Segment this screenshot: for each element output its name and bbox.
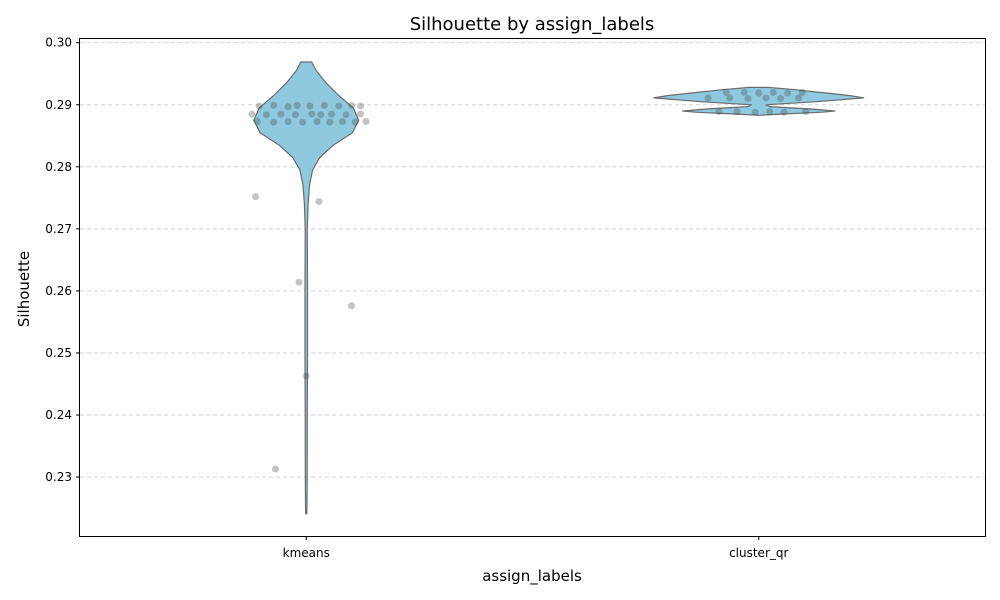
x-axis: kmeans cluster_qr <box>283 536 788 560</box>
y-tick-label: 0.29 <box>45 98 72 112</box>
point-kmeans <box>252 193 260 201</box>
y-tick-label: 0.27 <box>45 222 72 236</box>
violins <box>253 61 865 515</box>
y-axis: 0.23 0.24 0.25 0.26 0.27 0.28 0.29 0.30 <box>45 36 80 484</box>
y-axis-label: Silhouette <box>15 251 33 327</box>
point-kmeans <box>248 110 256 118</box>
point-kmeans <box>317 111 325 119</box>
point-kmeans <box>342 111 350 119</box>
x-tick-label: cluster_qr <box>729 546 788 560</box>
point-kmeans <box>313 118 321 126</box>
point-kmeans <box>270 101 278 109</box>
point-cluster_qr <box>780 108 788 116</box>
point-kmeans <box>351 118 359 126</box>
point-kmeans <box>326 118 334 126</box>
point-kmeans <box>262 111 270 119</box>
point-cluster_qr <box>722 88 730 96</box>
point-kmeans <box>357 110 365 118</box>
x-tick-label: kmeans <box>283 546 330 560</box>
point-cluster_qr <box>726 94 734 102</box>
y-tick-label: 0.23 <box>45 470 72 484</box>
point-cluster_qr <box>776 95 784 103</box>
y-tick-label: 0.26 <box>45 284 72 298</box>
y-tick-label: 0.28 <box>45 160 72 174</box>
point-kmeans <box>270 118 278 126</box>
point-cluster_qr <box>751 108 759 116</box>
point-kmeans <box>338 118 346 126</box>
violin-cluster_qr <box>653 86 865 116</box>
strip-points <box>248 88 810 473</box>
point-cluster_qr <box>704 94 712 102</box>
violin-kmeans <box>253 61 360 515</box>
point-kmeans <box>362 118 370 126</box>
point-kmeans <box>335 102 343 110</box>
point-cluster_qr <box>744 95 752 103</box>
chart-title: Silhouette by assign_labels <box>410 14 655 35</box>
point-cluster_qr <box>755 89 763 97</box>
point-cluster_qr <box>740 88 748 96</box>
point-kmeans <box>357 102 365 110</box>
point-cluster_qr <box>769 88 777 96</box>
y-tick-label: 0.30 <box>45 36 72 50</box>
point-kmeans <box>271 465 279 473</box>
point-kmeans <box>284 103 292 111</box>
point-cluster_qr <box>766 108 774 116</box>
point-kmeans <box>293 101 301 109</box>
point-cluster_qr <box>795 94 803 102</box>
point-kmeans <box>348 302 355 310</box>
point-kmeans <box>277 110 285 118</box>
gridlines <box>80 42 985 478</box>
point-kmeans <box>320 101 328 109</box>
point-kmeans <box>253 118 261 126</box>
point-kmeans <box>306 102 314 110</box>
point-cluster_qr <box>784 89 792 97</box>
point-cluster_qr <box>733 108 741 116</box>
point-kmeans <box>328 110 336 118</box>
point-cluster_qr <box>762 94 770 102</box>
y-tick-label: 0.25 <box>45 346 72 360</box>
point-kmeans <box>299 118 307 126</box>
point-cluster_qr <box>715 108 723 116</box>
point-kmeans <box>308 110 316 118</box>
x-axis-label: assign_labels <box>482 567 582 586</box>
y-tick-label: 0.24 <box>45 408 72 422</box>
plot-frame <box>79 38 986 537</box>
point-kmeans <box>348 101 355 109</box>
point-kmeans <box>291 111 299 119</box>
point-kmeans <box>302 372 310 380</box>
point-cluster_qr <box>802 108 810 116</box>
point-kmeans <box>295 278 303 286</box>
point-kmeans <box>255 102 263 110</box>
point-kmeans <box>284 118 292 126</box>
point-kmeans <box>315 198 323 206</box>
point-cluster_qr <box>798 88 806 96</box>
